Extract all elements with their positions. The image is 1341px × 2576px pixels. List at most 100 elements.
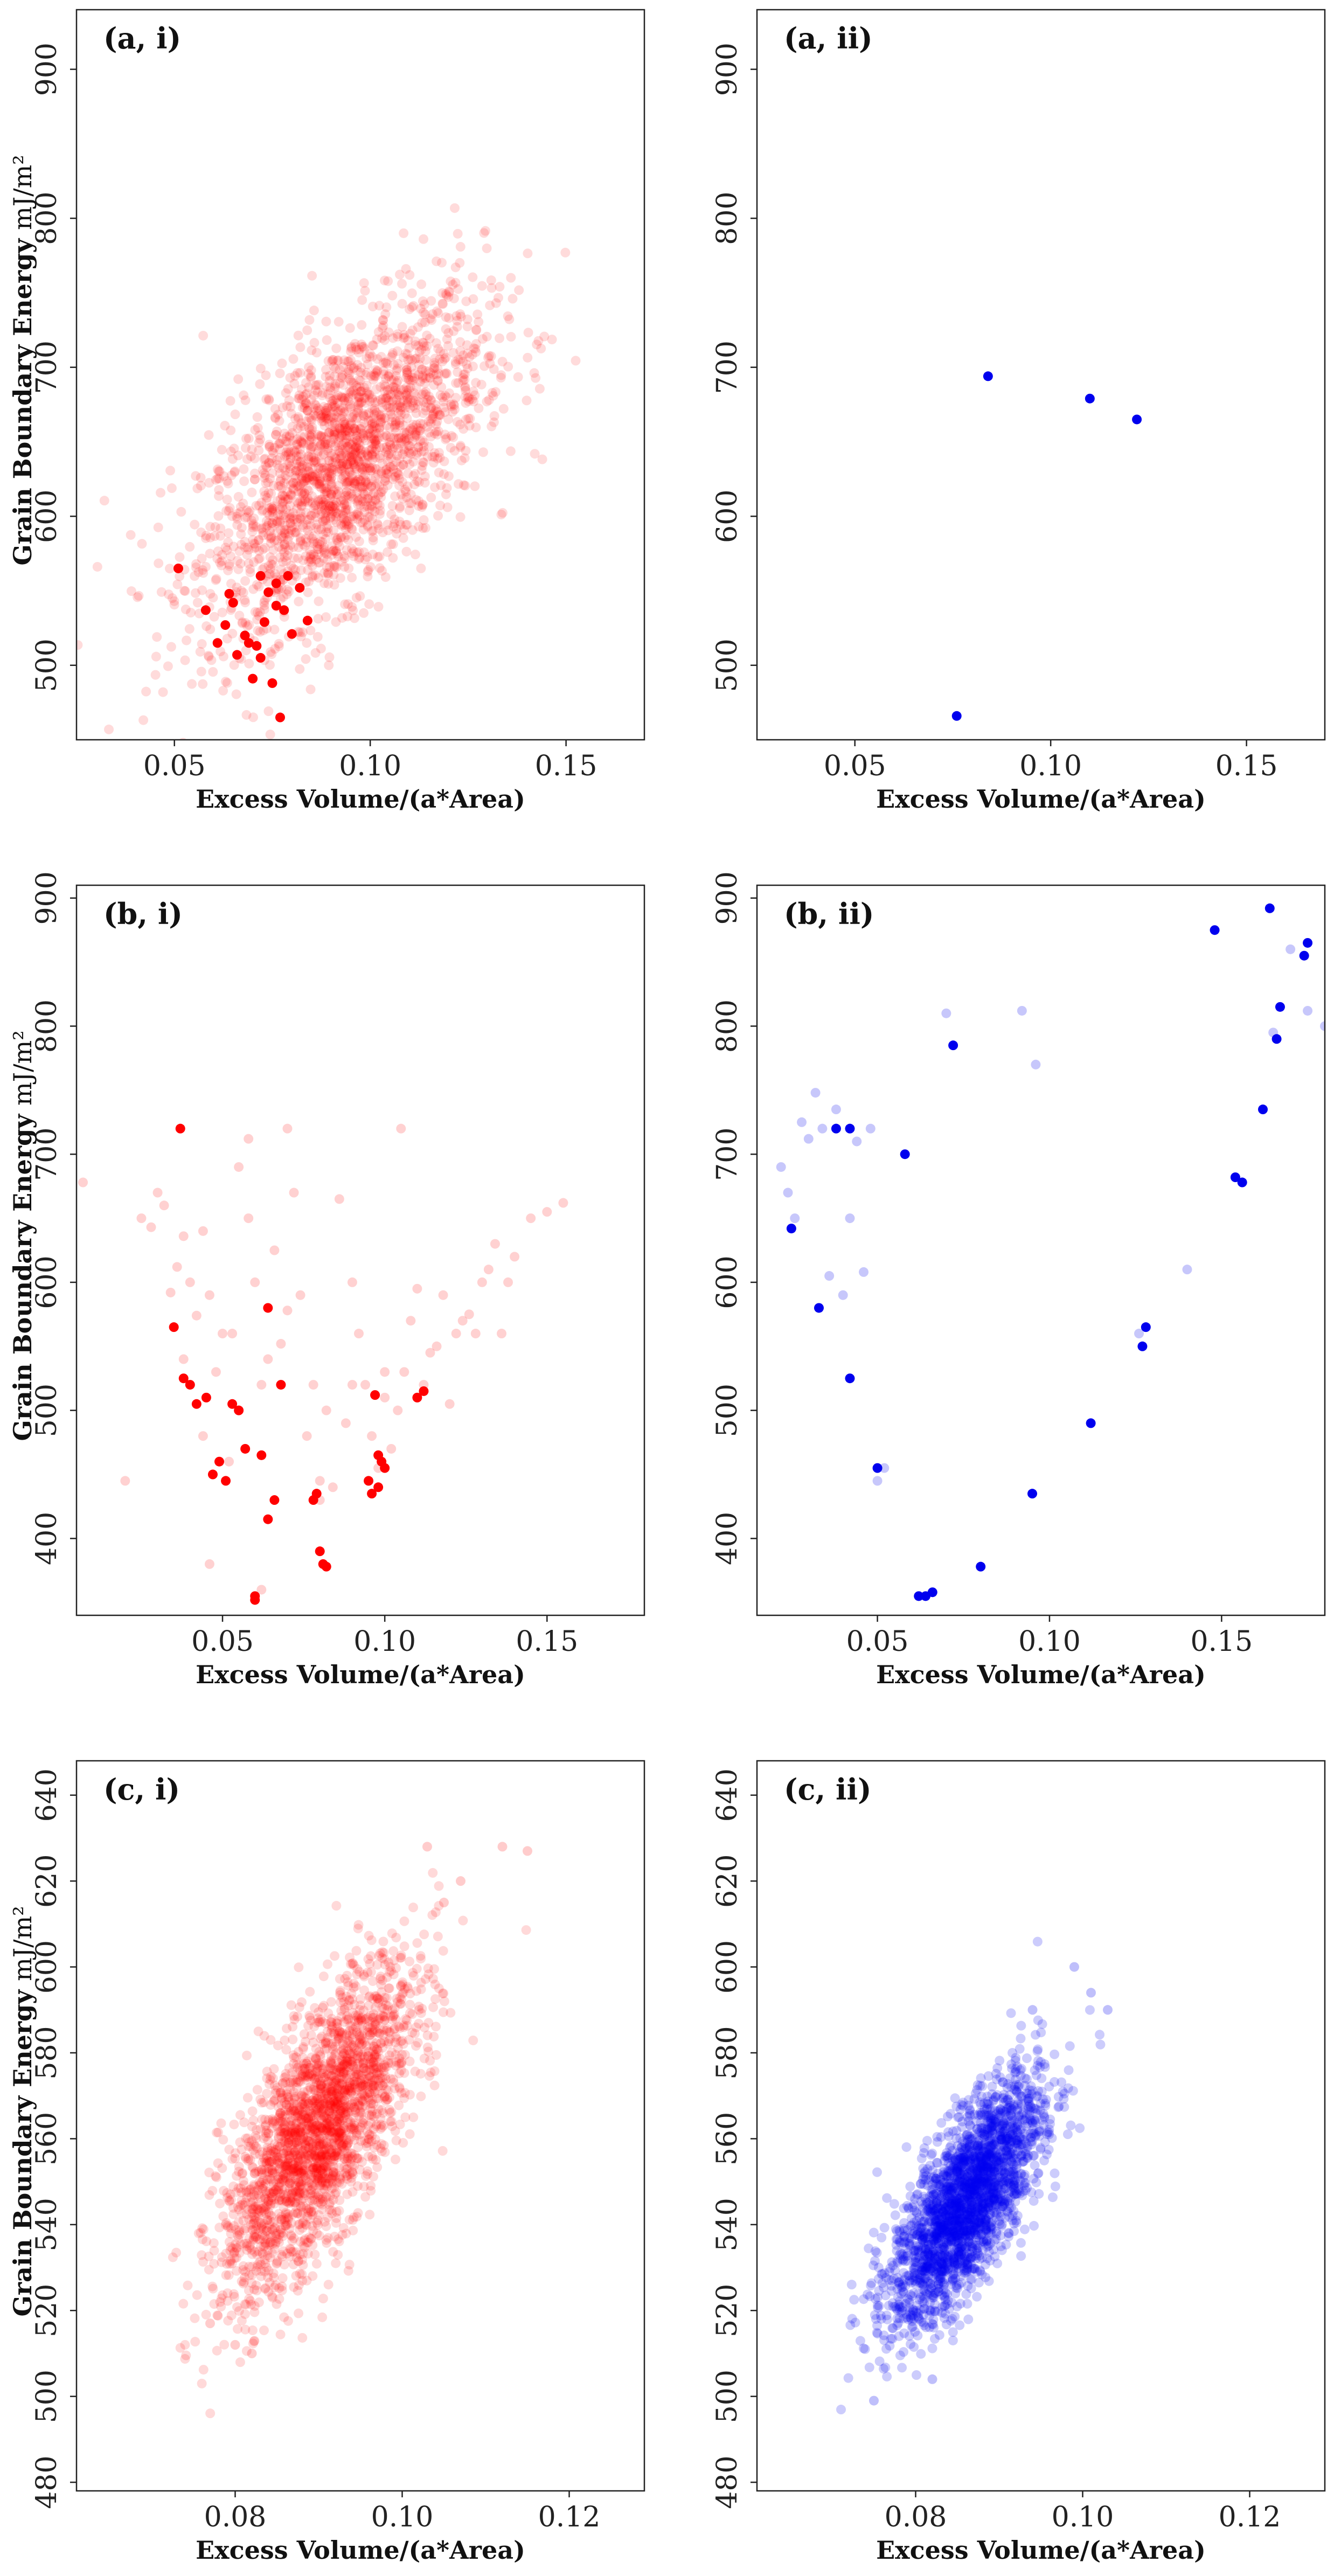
data-point	[217, 556, 227, 566]
data-point	[381, 2074, 391, 2084]
data-point	[227, 511, 237, 522]
data-point	[294, 461, 304, 471]
data-point	[343, 2266, 353, 2276]
data-point	[315, 2151, 325, 2162]
data-point	[431, 338, 441, 348]
data-point	[439, 402, 449, 413]
data-point	[350, 2080, 360, 2090]
data-point	[380, 386, 390, 397]
data-point	[259, 2206, 269, 2216]
data-point	[356, 2081, 366, 2092]
data-point	[345, 2078, 356, 2088]
data-point	[261, 2128, 271, 2138]
data-point	[322, 2089, 332, 2099]
data-point	[571, 356, 581, 366]
data-point	[212, 474, 223, 484]
data-point	[379, 275, 390, 286]
data-point	[263, 2128, 274, 2138]
data-point	[263, 2266, 274, 2276]
data-point	[280, 2220, 290, 2231]
data-point	[359, 412, 370, 422]
data-point	[458, 424, 469, 434]
data-point	[337, 520, 347, 531]
data-point	[248, 535, 258, 545]
data-point	[219, 2339, 230, 2350]
data-point	[325, 2056, 336, 2066]
data-point	[240, 2151, 251, 2162]
data-point-solid	[1299, 950, 1309, 961]
data-point	[331, 2150, 341, 2161]
data-point	[262, 2150, 272, 2161]
data-point	[342, 2174, 352, 2184]
data-point	[252, 580, 262, 590]
data-point	[367, 526, 377, 537]
data-point	[312, 2136, 322, 2147]
data-point	[372, 366, 382, 377]
data-point	[450, 262, 461, 273]
data-point	[281, 2160, 291, 2170]
data-point	[304, 2063, 314, 2073]
data-point	[372, 2108, 382, 2119]
data-point	[367, 352, 378, 362]
data-point	[407, 288, 417, 298]
data-point	[390, 2084, 400, 2094]
data-point	[372, 1960, 383, 1970]
data-point	[304, 2151, 314, 2161]
data-point	[287, 2067, 297, 2078]
data-point	[262, 520, 273, 531]
data-point	[241, 645, 251, 656]
data-point	[385, 462, 395, 472]
data-point	[399, 396, 409, 406]
data-point	[402, 385, 412, 395]
data-point	[286, 408, 296, 419]
data-point	[286, 2126, 296, 2136]
data-point	[323, 2178, 333, 2189]
data-point	[288, 2145, 298, 2155]
data-point	[386, 2058, 397, 2068]
data-point	[327, 356, 337, 366]
data-point	[508, 294, 518, 304]
data-point	[397, 477, 407, 487]
data-point	[217, 607, 227, 617]
data-point	[297, 474, 307, 484]
data-point	[282, 2143, 293, 2153]
data-point	[215, 2297, 225, 2307]
data-point	[323, 568, 333, 579]
data-point	[292, 2167, 302, 2177]
data-point	[306, 2148, 316, 2158]
data-point	[256, 2223, 266, 2233]
data-point	[398, 333, 408, 343]
data-point	[398, 352, 408, 363]
data-point	[273, 2131, 283, 2142]
data-point	[306, 443, 316, 453]
data-point	[291, 477, 302, 488]
data-point	[345, 2102, 355, 2113]
data-point	[296, 2179, 306, 2190]
data-point	[269, 2168, 280, 2178]
data-point	[307, 2069, 317, 2079]
data-point	[560, 247, 571, 258]
data-point	[141, 686, 151, 697]
data-point	[477, 334, 488, 344]
data-point	[266, 647, 276, 657]
data-point	[365, 1959, 375, 1969]
data-point	[394, 470, 404, 480]
data-point	[385, 2011, 395, 2021]
data-point	[352, 436, 363, 446]
data-point	[405, 441, 415, 451]
data-point	[344, 563, 354, 573]
data-point	[480, 226, 490, 236]
data-point	[334, 2133, 344, 2143]
data-point	[302, 2133, 312, 2143]
data-point	[233, 509, 243, 519]
data-point	[394, 433, 404, 443]
data-point	[401, 362, 412, 372]
data-point	[353, 2013, 364, 2024]
x-tick-label: 0.15	[1215, 750, 1278, 782]
data-point	[263, 2207, 274, 2218]
data-point	[359, 515, 370, 525]
y-tick-label: 800	[711, 192, 744, 245]
data-point	[372, 478, 382, 489]
data-point	[256, 2177, 266, 2188]
data-point	[284, 431, 295, 441]
